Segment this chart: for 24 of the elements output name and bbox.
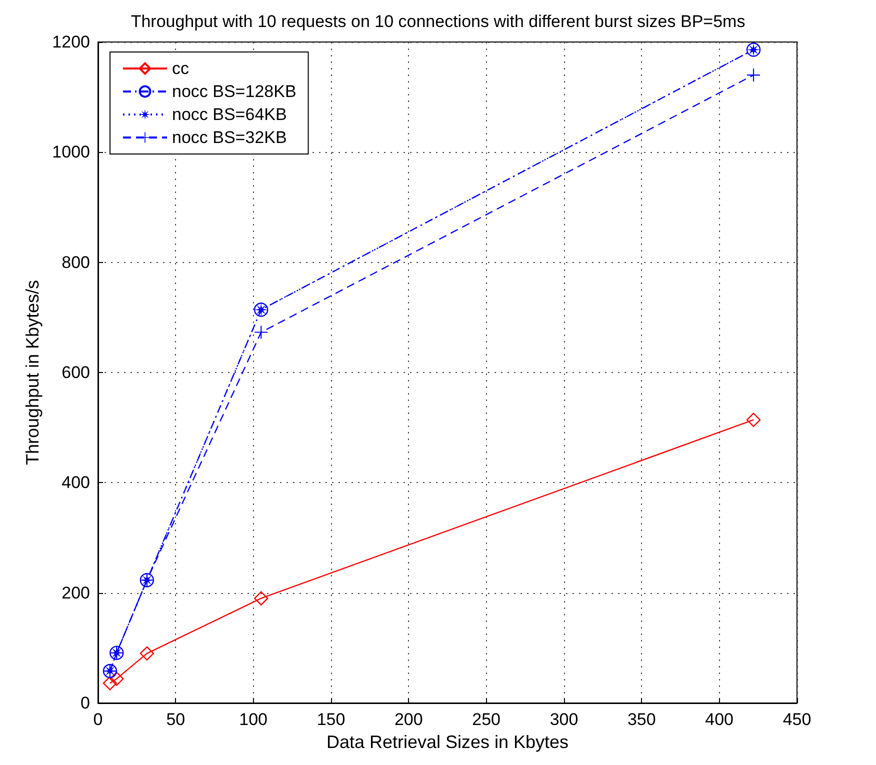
legend-label: nocc BS=64KB bbox=[172, 105, 287, 124]
x-tick-label: 450 bbox=[782, 710, 812, 729]
y-tick-label: 200 bbox=[62, 583, 90, 602]
y-tick-label: 1200 bbox=[52, 32, 90, 52]
y-tick-label: 1000 bbox=[52, 142, 90, 162]
y-tick-label: 600 bbox=[62, 363, 90, 382]
legend-label: cc bbox=[172, 59, 190, 78]
x-tick-label: 350 bbox=[627, 710, 656, 729]
x-tick-label: 200 bbox=[394, 710, 423, 729]
x-tick-label: 250 bbox=[472, 710, 501, 729]
chart-title: Throughput with 10 requests on 10 connections with different burst sizes BP=5ms bbox=[130, 12, 746, 31]
x-tick-label: 100 bbox=[239, 710, 268, 729]
x-tick-label: 300 bbox=[550, 710, 578, 729]
x-tick-label: 400 bbox=[705, 710, 734, 729]
x-tick-label: 0 bbox=[93, 710, 103, 729]
y-axis-title: Throughput in Kbytes/s bbox=[22, 280, 42, 466]
y-tick-label: 0 bbox=[80, 694, 90, 712]
legend-label: nocc BS=32KB bbox=[172, 128, 287, 147]
x-axis-title: Data Retrieval Sizes in Kbytes bbox=[326, 732, 569, 752]
x-tick-label: 50 bbox=[166, 710, 186, 729]
y-tick-label: 800 bbox=[62, 252, 90, 272]
y-tick-label: 400 bbox=[62, 473, 90, 492]
x-tick-label: 150 bbox=[316, 710, 346, 729]
legend-label: nocc BS=128KB bbox=[172, 82, 296, 101]
